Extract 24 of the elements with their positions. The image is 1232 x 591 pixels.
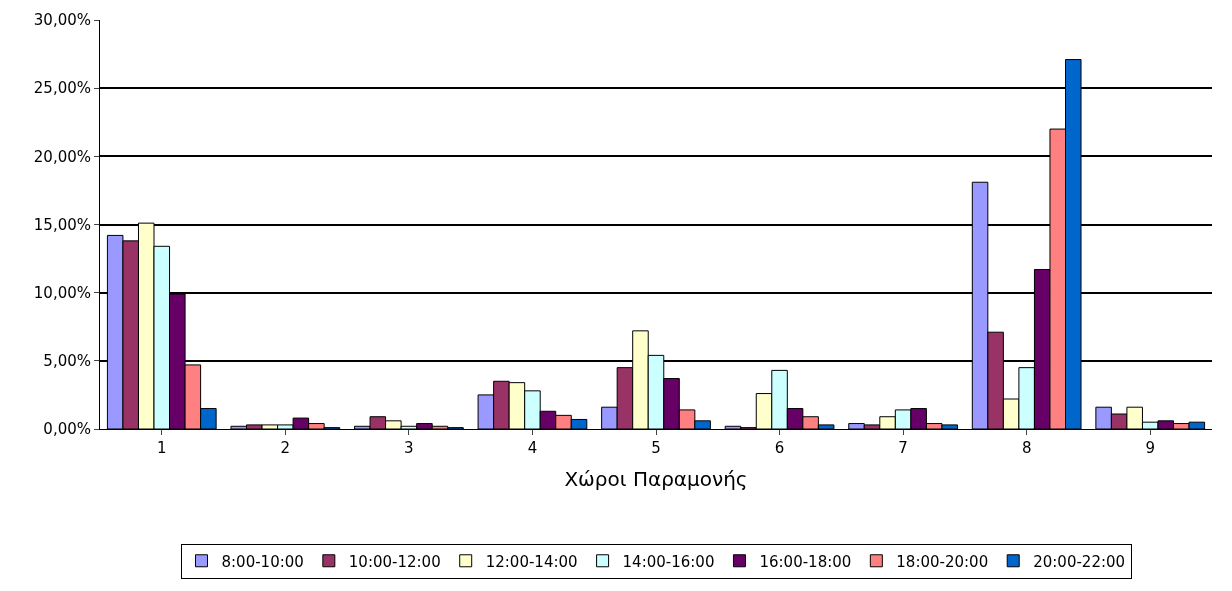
y-tick-label: 20,00%	[33, 147, 91, 166]
x-tick-label: 1	[157, 439, 167, 457]
y-tick-label: 30,00%	[33, 11, 91, 30]
x-tick-label: 8	[1021, 439, 1032, 457]
legend-label: 18:00-20:00	[896, 552, 989, 571]
x-tick-label: 6	[774, 439, 785, 457]
x-tick-label: 4	[527, 439, 538, 457]
y-tick-label: 5,00%	[43, 352, 91, 371]
x-tick-label: 2	[280, 439, 291, 457]
y-tick-label: 0,00%	[43, 420, 91, 439]
x-tick-label: 5	[651, 439, 661, 457]
y-tick-label: 25,00%	[33, 79, 91, 98]
y-tick-label: 15,00%	[33, 215, 91, 234]
legend-label: 14:00-16:00	[622, 552, 715, 571]
x-tick-label: 3	[404, 439, 414, 457]
legend-label: 12:00-14:00	[485, 552, 578, 571]
x-tick-label: 9	[1145, 439, 1155, 457]
legend-label: 8:00-10:00	[221, 552, 304, 571]
y-tick-label: 10,00%	[33, 283, 91, 302]
x-axis-title: Χώροι Παραμονής	[564, 466, 748, 491]
legend-label: 20:00-22:00	[1033, 552, 1126, 571]
legend-label: 10:00-12:00	[348, 552, 441, 571]
legend-label: 16:00-18:00	[759, 552, 852, 571]
x-tick-label: 7	[898, 439, 908, 457]
